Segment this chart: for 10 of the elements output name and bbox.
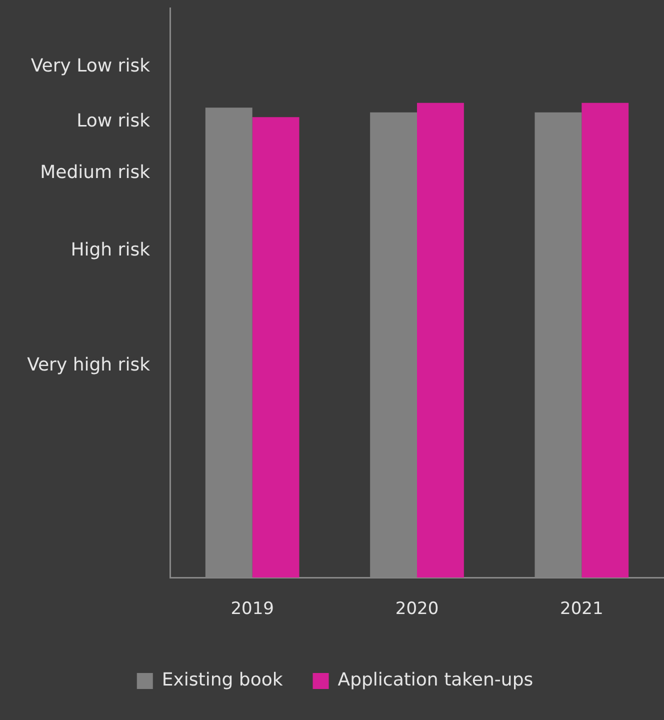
legend-label: Existing book [162, 670, 284, 691]
legend-label: Application taken-ups [338, 670, 534, 691]
text: Very Low risk [30, 55, 151, 76]
text: High risk [70, 239, 151, 260]
x-tick-label: 2019 [230, 599, 274, 620]
text: Medium risk [40, 162, 151, 183]
text: Low risk [76, 110, 151, 132]
x-tick-label: 2021 [560, 599, 604, 620]
x-tick-label: 2020 [395, 599, 439, 620]
text: Very high risk [27, 354, 151, 376]
